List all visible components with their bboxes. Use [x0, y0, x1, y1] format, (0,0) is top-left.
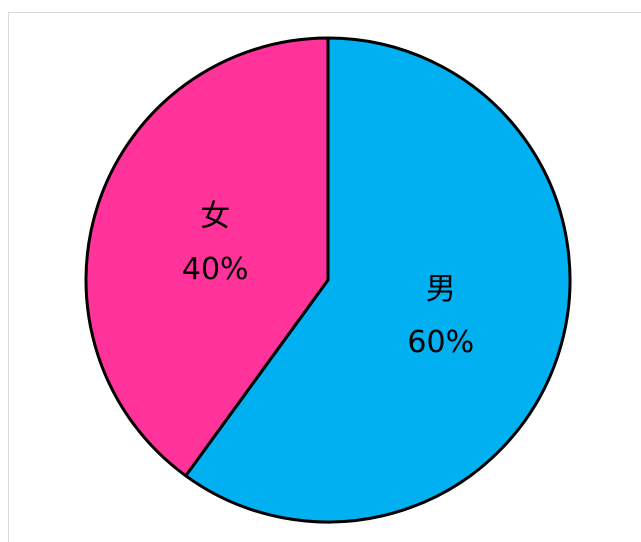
- pie-slice: [184, 36, 572, 524]
- slice-category-label: 女: [200, 199, 230, 234]
- slice-value-label: 40%: [182, 252, 249, 287]
- pie-slice: [84, 36, 330, 478]
- slice-category-label: 男: [426, 272, 456, 307]
- slice-value-label: 60%: [407, 325, 474, 360]
